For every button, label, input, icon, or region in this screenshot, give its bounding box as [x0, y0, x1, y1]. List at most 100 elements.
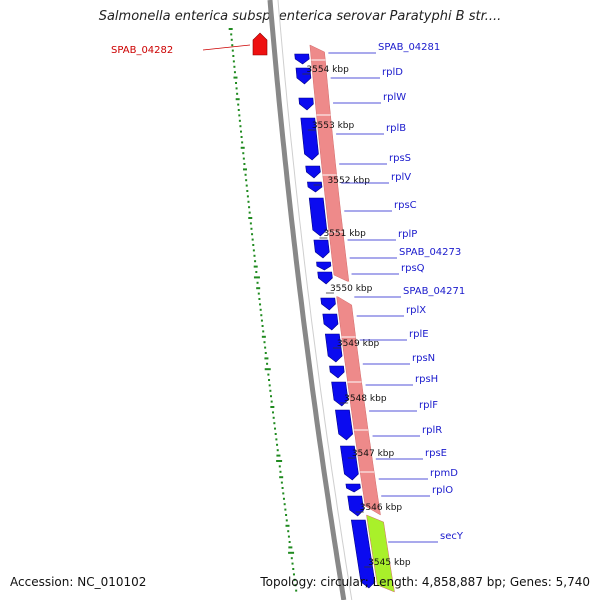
- gc-tick: [270, 395, 273, 398]
- gene-arrow-forward[interactable]: [350, 519, 376, 589]
- gene-label[interactable]: rplE: [409, 329, 429, 340]
- gc-tick: [253, 276, 260, 279]
- scale-labels: 3554 kbp 3553 kbp 3552 kbp 3551 kbp 3550 kbp…: [302, 65, 411, 568]
- gene-label[interactable]: SPAB_04273: [399, 247, 461, 258]
- gc-tick: [272, 411, 275, 414]
- genome-backbone: [267, 0, 353, 600]
- gene-label[interactable]: rplD: [382, 67, 403, 78]
- gc-tick: [238, 114, 241, 117]
- gc-tick: [253, 254, 256, 257]
- gc-tick: [279, 470, 282, 473]
- gc-tick: [256, 287, 261, 290]
- accession-label: Accession: NC_010102: [10, 575, 147, 589]
- backbone-line: [267, 0, 347, 600]
- gene-label[interactable]: rplV: [391, 172, 411, 183]
- gc-tick: [248, 211, 251, 214]
- gene-arrows[interactable]: [252, 32, 376, 589]
- gene-arrow-reverse[interactable]: [252, 32, 268, 56]
- gc-tick: [287, 530, 290, 533]
- gc-tick: [232, 55, 235, 57]
- gene-label[interactable]: rplP: [398, 229, 417, 240]
- gene-arrow-forward[interactable]: [307, 181, 323, 193]
- gene-label[interactable]: rpsS: [389, 153, 411, 164]
- gene-label[interactable]: rplO: [432, 485, 453, 496]
- gene-arrow-forward[interactable]: [295, 67, 312, 85]
- gene-arrow-forward[interactable]: [317, 271, 333, 285]
- gc-tick: [251, 233, 254, 236]
- gc-tick: [262, 330, 265, 333]
- gc-tick: [284, 508, 287, 511]
- gene-label[interactable]: rpmD: [430, 468, 458, 479]
- gene-arrow-forward[interactable]: [316, 261, 332, 271]
- scale-label: 3550 kbp: [330, 284, 373, 294]
- gc-tick: [240, 130, 243, 133]
- gc-tick: [252, 244, 255, 246]
- gene-arrow-forward[interactable]: [329, 365, 345, 379]
- gc-tick: [232, 60, 235, 63]
- gene-arrow-forward[interactable]: [294, 53, 310, 65]
- gc-tick: [248, 217, 253, 219]
- gene-label[interactable]: SPAB_04271: [403, 286, 465, 297]
- gc-tick: [282, 497, 285, 500]
- gene-labels[interactable]: SPAB_04281 rplD rplW rplB rpsS rplV rpsC rplP SP…: [111, 42, 465, 543]
- gene-label[interactable]: rpsN: [412, 353, 435, 364]
- gc-tick: [242, 157, 245, 160]
- gc-tick: [287, 535, 290, 538]
- gc-tick: [253, 265, 258, 268]
- gene-label[interactable]: rplW: [383, 92, 406, 103]
- gc-tick: [290, 557, 293, 560]
- secy-band: [366, 514, 395, 593]
- gc-tick: [285, 514, 288, 516]
- gc-tick: [281, 487, 284, 489]
- gc-tick: [252, 249, 255, 252]
- gc-tick: [250, 227, 253, 230]
- gc-tick: [247, 200, 250, 203]
- gc-tick: [231, 49, 234, 52]
- gc-tick: [264, 357, 269, 360]
- gc-tick: [254, 260, 257, 263]
- gene-label[interactable]: rplF: [419, 400, 438, 411]
- gc-tick: [276, 460, 283, 462]
- gene-label[interactable]: rpsE: [425, 448, 447, 459]
- gc-tick: [278, 465, 281, 468]
- gene-arrow-forward[interactable]: [298, 97, 314, 111]
- gene-label[interactable]: rpsQ: [401, 263, 425, 274]
- gc-tick: [259, 308, 262, 311]
- gc-tick: [240, 146, 245, 149]
- gene-label[interactable]: rpsH: [415, 374, 438, 385]
- gene-label[interactable]: secY: [440, 531, 464, 542]
- scale-label: 3553 kbp: [312, 121, 355, 131]
- gc-tick: [258, 298, 261, 300]
- gc-tick: [267, 373, 270, 376]
- gene-label[interactable]: rplX: [406, 305, 426, 316]
- gc-tick: [242, 168, 247, 171]
- gene-arrow-forward[interactable]: [347, 495, 365, 517]
- gene-arrow-forward[interactable]: [305, 165, 321, 179]
- gene-arrow-forward[interactable]: [308, 197, 328, 237]
- map-title: Salmonella enterica subsp. enterica sero…: [98, 9, 502, 24]
- gene-arrow-forward[interactable]: [300, 117, 319, 161]
- gene-label-reverse[interactable]: SPAB_04282: [111, 45, 173, 56]
- gene-arrow-forward[interactable]: [335, 409, 354, 441]
- gc-tick: [257, 292, 260, 295]
- gene-arrow-forward[interactable]: [313, 239, 330, 259]
- gc-tick: [276, 443, 279, 446]
- gene-label[interactable]: rplB: [386, 123, 406, 134]
- gene-arrow-forward[interactable]: [345, 483, 361, 493]
- gc-tick: [241, 141, 244, 144]
- gc-tick: [260, 314, 263, 317]
- gene-label[interactable]: rpsC: [394, 200, 417, 211]
- gc-tick: [285, 524, 290, 527]
- gc-tick: [238, 119, 241, 122]
- gene-label[interactable]: SPAB_04281: [378, 42, 440, 53]
- gc-tick: [251, 238, 254, 241]
- gene-arrow-forward[interactable]: [340, 445, 359, 481]
- gene-arrow-forward[interactable]: [320, 297, 336, 311]
- gc-tick: [235, 98, 240, 101]
- gc-tick: [288, 546, 293, 549]
- gene-arrow-forward[interactable]: [322, 313, 339, 331]
- gene-label[interactable]: rplR: [422, 425, 442, 436]
- gc-tick: [280, 481, 283, 484]
- gc-tick: [292, 573, 295, 576]
